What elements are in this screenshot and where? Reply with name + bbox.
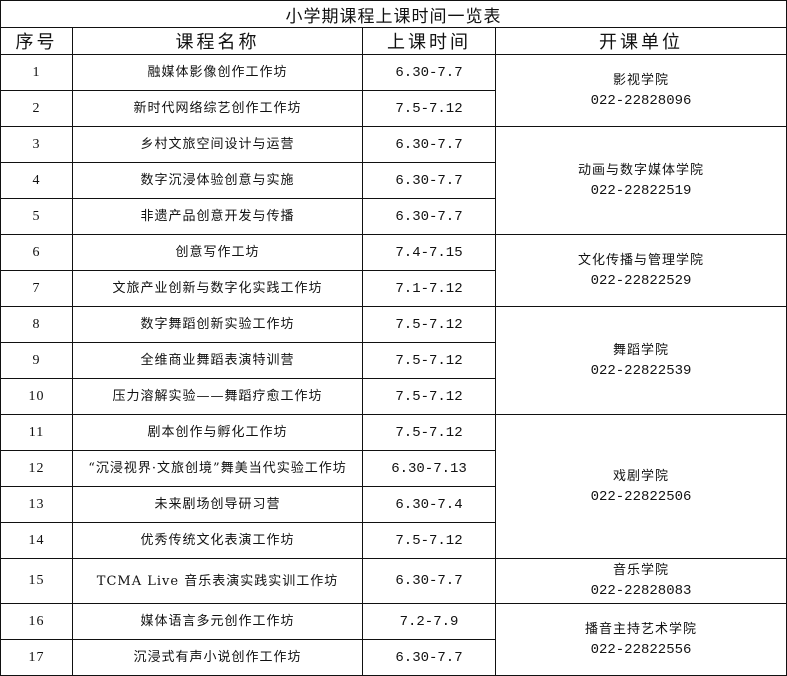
- table-row: 15 TCMA Live 音乐表演实践实训工作坊 6.30-7.7 音乐学院 022-2…: [0, 558, 787, 604]
- course-name: 创意写作工坊: [72, 234, 363, 271]
- row-number: 11: [0, 414, 73, 451]
- department-phone: 022-22822506: [590, 488, 692, 505]
- department-name: 播音主持艺术学院: [584, 621, 697, 637]
- class-time: 6.30-7.7: [362, 54, 496, 91]
- class-time: 6.30-7.7: [362, 558, 496, 604]
- course-name: TCMA Live 音乐表演实践实训工作坊: [72, 558, 363, 604]
- table-row: 8 数字舞蹈创新实验工作坊 7.5-7.12 舞蹈学院 022-22822539: [0, 306, 787, 415]
- class-time: 7.5-7.12: [362, 306, 496, 343]
- course-name: 数字沉浸体验创意与实施: [72, 162, 363, 199]
- course-name: “沉浸视界·文旅创境”舞美当代实验工作坊: [72, 450, 363, 487]
- department-cell: 戏剧学院 022-22822506: [495, 414, 787, 559]
- course-name: 压力溶解实验——舞蹈疗愈工作坊: [72, 378, 363, 415]
- department-phone: 022-22828096: [590, 92, 692, 109]
- header-number: 序号: [0, 27, 73, 55]
- department-cell: 音乐学院 022-22828083: [495, 558, 787, 604]
- department-cell: 影视学院 022-22828096: [495, 54, 787, 127]
- row-number: 8: [0, 306, 73, 343]
- department-name: 影视学院: [612, 72, 669, 88]
- department-name: 音乐学院: [612, 563, 669, 578]
- class-time: 6.30-7.13: [362, 450, 496, 487]
- table-row: 2 新时代网络综艺创作工作坊 7.5-7.12: [0, 90, 787, 127]
- class-time: 6.30-7.7: [362, 198, 496, 235]
- header-course-name: 课程名称: [72, 27, 363, 55]
- course-name: 非遗产品创意开发与传播: [72, 198, 363, 235]
- table-row: 6 创意写作工坊 7.4-7.15 文化传播与管理学院 022-22822529: [0, 234, 787, 307]
- class-time: 6.30-7.4: [362, 486, 496, 523]
- row-number: 7: [0, 270, 73, 307]
- course-name: 融媒体影像创作工作坊: [72, 54, 363, 91]
- course-name: 数字舞蹈创新实验工作坊: [72, 306, 363, 343]
- row-number: 13: [0, 486, 73, 523]
- course-name: 剧本创作与孵化工作坊: [72, 414, 363, 451]
- row-number: 9: [0, 342, 73, 379]
- row-number: 2: [0, 90, 73, 127]
- header-department: 开课单位: [495, 27, 787, 55]
- table-row: 7 文旅产业创新与数字化实践工作坊 7.1-7.12: [0, 270, 787, 307]
- table-row: 3 乡村文旅空间设计与运营 6.30-7.7 动画与数字媒体学院 022-2282251…: [0, 126, 787, 235]
- row-number: 12: [0, 450, 73, 487]
- department-phone: 022-22822539: [590, 362, 692, 379]
- department-cell: 播音主持艺术学院 022-22822556: [495, 603, 787, 676]
- department-cell: 舞蹈学院 022-22822539: [495, 306, 787, 415]
- department-cell: 文化传播与管理学院 022-22822529: [495, 234, 787, 307]
- course-name: 媒体语言多元创作工作坊: [72, 603, 363, 640]
- department-phone: 022-22822529: [590, 272, 692, 289]
- row-number: 10: [0, 378, 73, 415]
- class-time: 6.30-7.7: [362, 639, 496, 676]
- course-name: 文旅产业创新与数字化实践工作坊: [72, 270, 363, 307]
- table-row: 1 融媒体影像创作工作坊 6.30-7.7 影视学院 022-22828096: [0, 54, 787, 127]
- table-row: 17 沉浸式有声小说创作工作坊 6.30-7.7: [0, 639, 787, 676]
- class-time: 7.2-7.9: [362, 603, 496, 640]
- row-number: 4: [0, 162, 73, 199]
- table-row: 11 剧本创作与孵化工作坊 7.5-7.12 戏剧学院 022-22822506: [0, 414, 787, 559]
- row-number: 14: [0, 522, 73, 559]
- row-number: 6: [0, 234, 73, 271]
- table-row: 10 压力溶解实验——舞蹈疗愈工作坊 7.5-7.12: [0, 378, 787, 415]
- header-class-time: 上课时间: [362, 27, 496, 55]
- class-time: 7.5-7.12: [362, 378, 496, 415]
- department-phone: 022-22822556: [590, 641, 692, 658]
- course-name: 全维商业舞蹈表演特训营: [72, 342, 363, 379]
- row-number: 15: [0, 558, 73, 604]
- class-time: 6.30-7.7: [362, 126, 496, 163]
- row-number: 3: [0, 126, 73, 163]
- table-title: 小学期课程上课时间一览表: [0, 0, 787, 28]
- course-name: 沉浸式有声小说创作工作坊: [72, 639, 363, 676]
- department-phone: 022-22822519: [590, 182, 692, 199]
- row-number: 16: [0, 603, 73, 640]
- table-row: 16 媒体语言多元创作工作坊 7.2-7.9 播音主持艺术学院 022-22822556: [0, 603, 787, 676]
- table-row: 14 优秀传统文化表演工作坊 7.5-7.12: [0, 522, 787, 559]
- class-time: 6.30-7.7: [362, 162, 496, 199]
- class-time: 7.1-7.12: [362, 270, 496, 307]
- row-number: 5: [0, 198, 73, 235]
- department-name: 文化传播与管理学院: [577, 252, 704, 268]
- table-row: 13 未来剧场创导研习营 6.30-7.4: [0, 486, 787, 523]
- department-name: 动画与数字媒体学院: [577, 162, 704, 178]
- department-cell: 动画与数字媒体学院 022-22822519: [495, 126, 787, 235]
- table-row: 12 “沉浸视界·文旅创境”舞美当代实验工作坊 6.30-7.13: [0, 450, 787, 487]
- course-name: 未来剧场创导研习营: [72, 486, 363, 523]
- class-time: 7.5-7.12: [362, 522, 496, 559]
- course-name: 新时代网络综艺创作工作坊: [72, 90, 363, 127]
- table-row: 4 数字沉浸体验创意与实施 6.30-7.7: [0, 162, 787, 199]
- row-number: 1: [0, 54, 73, 91]
- department-name: 戏剧学院: [612, 468, 669, 484]
- class-time: 7.5-7.12: [362, 90, 496, 127]
- course-name: 优秀传统文化表演工作坊: [72, 522, 363, 559]
- department-phone: 022-22828083: [590, 583, 692, 599]
- row-number: 17: [0, 639, 73, 676]
- class-time: 7.4-7.15: [362, 234, 496, 271]
- class-time: 7.5-7.12: [362, 414, 496, 451]
- department-name: 舞蹈学院: [612, 342, 669, 358]
- class-time: 7.5-7.12: [362, 342, 496, 379]
- table-row: 9 全维商业舞蹈表演特训营 7.5-7.12: [0, 342, 787, 379]
- course-name: 乡村文旅空间设计与运营: [72, 126, 363, 163]
